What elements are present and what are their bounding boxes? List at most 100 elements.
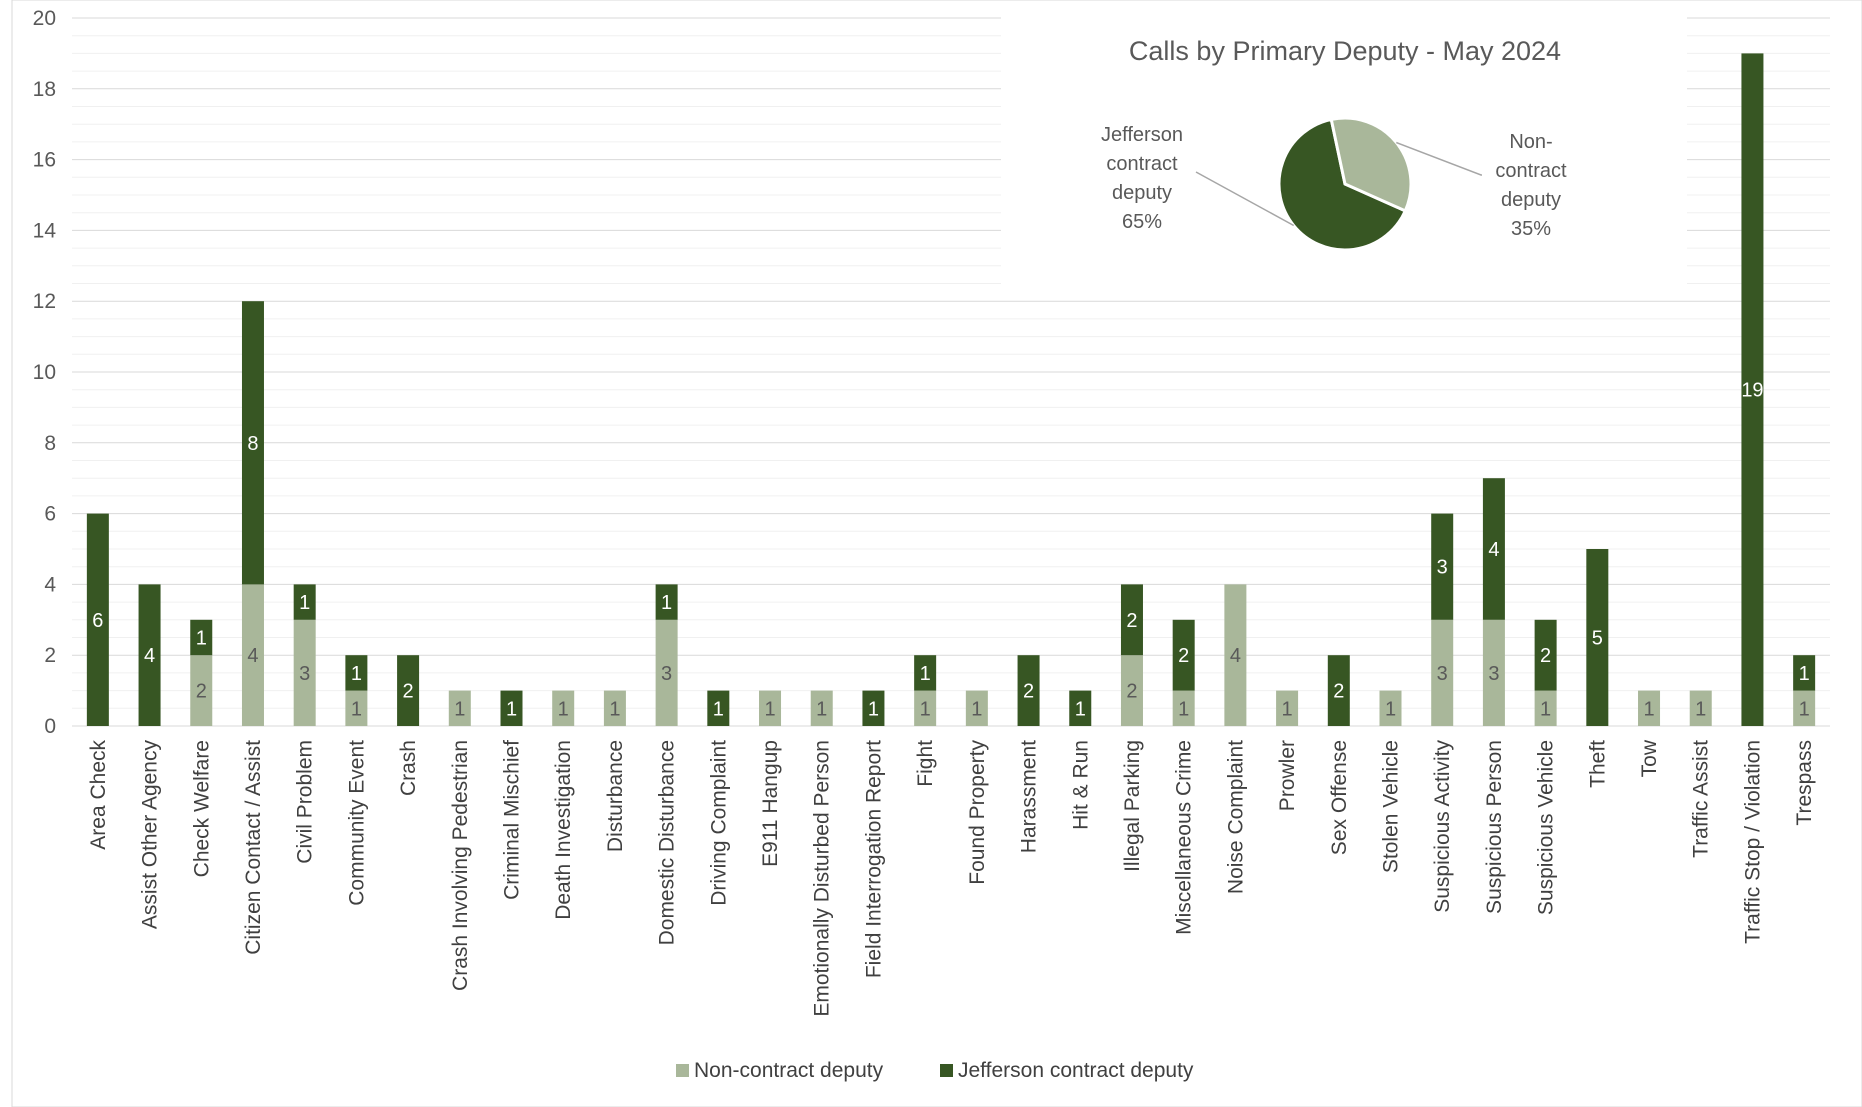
category-label: Area Check: [87, 740, 110, 850]
bar-segment-jefferson: [914, 655, 937, 691]
pie-data-label: Non-contract deputy 35%: [1495, 131, 1567, 240]
bar-segment-jefferson: [1793, 655, 1816, 691]
bar-segment-non-contract: [1638, 690, 1661, 726]
category-label: Death Investigation: [552, 740, 575, 920]
bar-segment-non-contract: [241, 584, 264, 726]
bar-segment-non-contract: [810, 690, 833, 726]
data-label: 1: [609, 698, 620, 720]
category-label: Noise Complaint: [1224, 740, 1247, 894]
bar-segment-non-contract: [190, 655, 213, 726]
data-label: 1: [1799, 698, 1810, 720]
y-tick-label: 6: [44, 503, 56, 526]
bar-segment-non-contract: [1120, 655, 1143, 726]
bar-segment-non-contract: [603, 690, 626, 726]
bar-segment-jefferson: [1172, 619, 1195, 691]
bar-segment-jefferson: [1534, 619, 1557, 691]
bar-segment-jefferson: [1741, 53, 1764, 726]
bar-segment-jefferson: [190, 619, 213, 656]
bar-segment-non-contract: [1172, 690, 1195, 726]
bar-segment-jefferson: [1069, 690, 1092, 726]
legend-swatch: [940, 1064, 953, 1077]
data-label: 1: [299, 592, 310, 614]
bar-segment-jefferson: [138, 584, 161, 726]
data-label: 1: [764, 698, 775, 720]
bar-segment-non-contract: [1224, 584, 1247, 726]
bar-segment-non-contract: [448, 690, 471, 726]
data-label: 1: [1282, 698, 1293, 720]
data-label: 1: [1540, 698, 1551, 720]
category-label: Field Interrogation Report: [862, 740, 885, 978]
bar-segment-non-contract: [293, 619, 316, 726]
bar-segment-non-contract: [914, 690, 937, 726]
y-tick-label: 12: [33, 290, 56, 313]
data-label: 6: [92, 610, 103, 632]
bar-segment-non-contract: [1431, 619, 1454, 726]
data-label: 1: [506, 698, 517, 720]
data-label: 3: [661, 663, 672, 685]
bar-segment-jefferson: [707, 690, 730, 726]
category-label: Criminal Mischief: [501, 740, 524, 900]
category-label: Suspicious Person: [1483, 740, 1506, 914]
data-label: 1: [1075, 698, 1086, 720]
bar-segment-non-contract: [1379, 690, 1402, 726]
bar-segment-non-contract: [345, 690, 368, 726]
data-label: 3: [299, 663, 310, 685]
data-label: 1: [920, 663, 931, 685]
category-label: Citizen Contact / Assist: [242, 740, 265, 955]
data-label: 2: [1333, 681, 1344, 703]
legend-swatch: [676, 1064, 689, 1077]
bar-segment-jefferson: [345, 655, 368, 691]
bar-segment-non-contract: [1534, 690, 1557, 726]
category-label: Crash: [397, 740, 420, 796]
bar-segment-jefferson: [1482, 478, 1505, 620]
category-label: Tow: [1638, 739, 1661, 777]
pie-title: Calls by Primary Deputy - May 2024: [1129, 36, 1561, 66]
category-label: Found Property: [966, 740, 989, 885]
pie-data-label: Jefferson contract deputy 65%: [1101, 124, 1183, 233]
category-label: Disturbance: [604, 740, 627, 852]
bar-segment-non-contract: [965, 690, 988, 726]
category-label: Theft: [1586, 740, 1609, 788]
data-label: 1: [1385, 698, 1396, 720]
bar-segment-jefferson: [1431, 513, 1454, 620]
data-label: 2: [1540, 645, 1551, 667]
bar-segment-jefferson: [655, 584, 678, 620]
data-label: 2: [1023, 681, 1034, 703]
bar-segment-jefferson: [1017, 655, 1040, 726]
data-label: 4: [144, 645, 155, 667]
category-label: Community Event: [345, 740, 368, 906]
y-tick-label: 10: [33, 361, 56, 384]
data-label: 1: [661, 592, 672, 614]
bar-segment-non-contract: [1793, 690, 1816, 726]
data-label: 3: [1437, 663, 1448, 685]
data-label: 1: [196, 628, 207, 650]
category-label: Traffic Assist: [1690, 740, 1713, 858]
data-label: 1: [351, 663, 362, 685]
bar-segment-jefferson: [241, 301, 264, 585]
bar-segment-non-contract: [1689, 690, 1712, 726]
pie-slice: [1277, 117, 1408, 252]
legend-label: Jefferson contract deputy: [958, 1059, 1194, 1082]
category-label: Domestic Disturbance: [656, 740, 679, 945]
y-tick-label: 20: [33, 7, 56, 30]
category-label: Civil Problem: [294, 740, 317, 864]
bar-segment-jefferson: [86, 513, 109, 726]
data-label: 1: [713, 698, 724, 720]
data-label: 1: [868, 698, 879, 720]
bar-segment-jefferson: [500, 690, 523, 726]
data-label: 2: [403, 681, 414, 703]
category-label: Fight: [914, 740, 937, 787]
category-label: Harassment: [1018, 740, 1041, 853]
category-label: Illegal Parking: [1121, 740, 1144, 872]
data-label: 1: [920, 698, 931, 720]
y-tick-label: 14: [33, 219, 57, 242]
data-label: 5: [1592, 628, 1603, 650]
bar-segment-non-contract: [1276, 690, 1299, 726]
bar-segment-jefferson: [862, 690, 885, 726]
category-label: Trespass: [1793, 740, 1816, 826]
bar-segment-jefferson: [1586, 549, 1609, 726]
category-label: Stolen Vehicle: [1380, 740, 1403, 873]
category-label: Traffic Stop / Violation: [1741, 740, 1764, 944]
